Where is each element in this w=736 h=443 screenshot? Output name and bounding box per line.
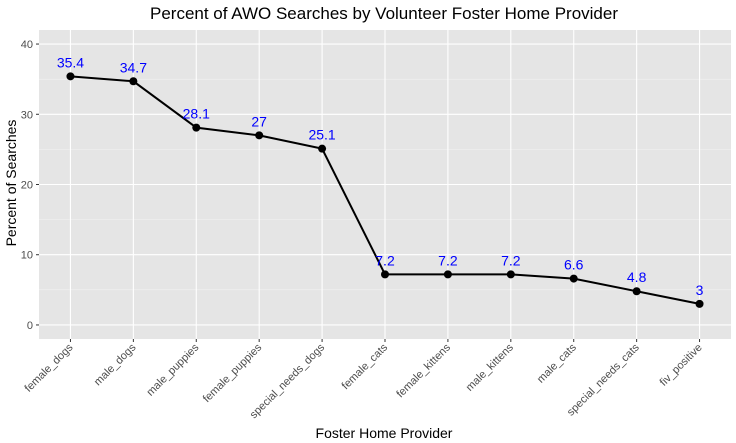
data-points [66,72,704,308]
data-point [255,131,264,140]
data-label: 7.2 [375,252,395,268]
x-tick-label: male_kittens [464,341,517,394]
data-point [381,270,389,279]
data-point [66,72,75,81]
x-tick-label: male_dogs [92,341,139,388]
data-label: 27 [251,113,267,129]
x-tick-label: female_kittens [394,341,453,400]
data-label: 7.2 [501,252,521,268]
x-tick-label: fiv_positive [658,342,705,389]
y-tick-label: 20 [21,180,33,192]
data-label: 35.4 [57,54,84,70]
y-tick-label: 30 [21,109,33,121]
data-label: 6.6 [564,257,584,273]
data-label: 4.8 [627,269,647,285]
data-label: 34.7 [120,59,147,75]
y-tick-label: 40 [21,39,33,51]
data-point [569,274,578,283]
x-tick-label: male_cats [535,341,579,385]
y-axis-title: Percent of Searches [3,120,19,247]
chart-title: Percent of AWO Searches by Volunteer Fos… [150,4,618,23]
x-axis-title: Foster Home Provider [316,425,453,441]
data-point [129,77,138,86]
data-point [695,299,704,308]
data-point [192,123,201,132]
data-label: 28.1 [183,106,210,122]
x-tick-label: female_cats [340,341,391,392]
y-tick-label: 0 [27,320,33,332]
x-tick-label: female_dogs [23,341,76,394]
x-tick-label: female_puppies [201,341,265,405]
y-axis: 0 10 20 30 40 [21,39,39,332]
data-point [632,287,641,296]
data-point [318,144,327,153]
y-tick-label: 10 [21,250,33,262]
data-label: 7.2 [438,252,458,268]
data-label: 25.1 [308,127,335,143]
x-axis: female_dogs male_dogs male_puppies female_p… [23,339,705,421]
data-labels: 35.4 34.7 28.1 27 25.1 7.2 7.2 7.2 6.6 4.8 3 [57,54,704,298]
data-point [443,270,452,279]
x-tick-label: special_needs_cats [565,341,642,418]
x-tick-label: male_puppies [144,341,201,398]
data-point [506,270,515,279]
data-label: 3 [696,282,704,298]
